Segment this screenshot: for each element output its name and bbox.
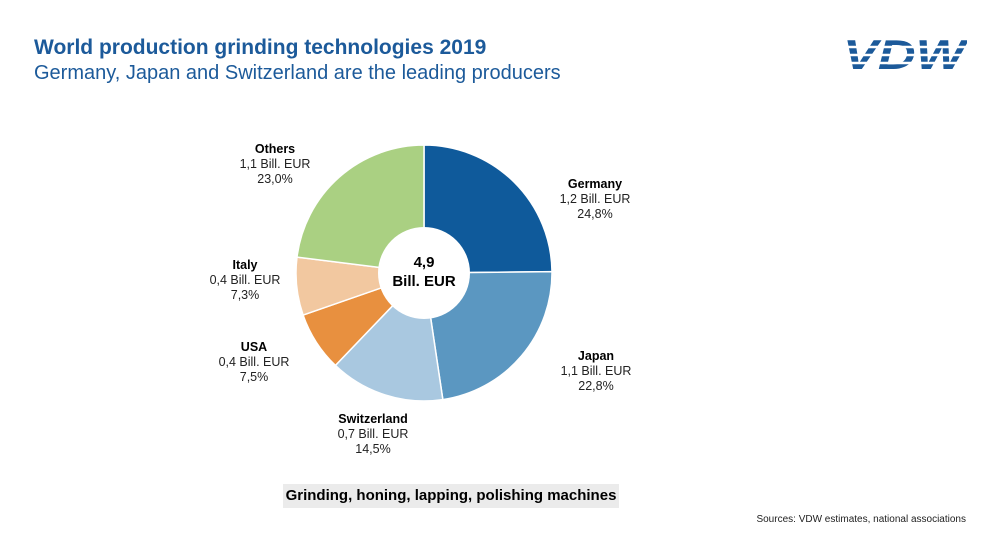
slice-percent: 23,0% [257,172,293,186]
slice-label-japan: Japan 1,1 Bill. EUR 22,8% [526,349,666,394]
slice-label-germany: Germany 1,2 Bill. EUR 24,8% [525,177,665,222]
center-total-label: 4,9 Bill. EUR [374,253,474,291]
slice-amount: 0,4 Bill. EUR [218,355,290,369]
slice-label-others: Others 1,1 Bill. EUR 23,0% [205,142,345,187]
slice-percent: 22,8% [578,379,614,393]
slice-percent: 7,3% [230,288,260,302]
vdw-logo: VDW [842,36,967,72]
chart-caption: Grinding, honing, lapping, polishing mac… [283,484,619,508]
slice-percent: 7,5% [239,370,269,384]
donut-hole [378,227,470,319]
slice-percent: 24,8% [577,207,613,221]
center-total-value: 4,9 [413,254,435,271]
slice-label-switzerland: Switzerland 0,7 Bill. EUR 14,5% [303,412,443,457]
slice-label-italy: Italy 0,4 Bill. EUR 7,3% [175,258,315,303]
slice-name: Others [254,142,296,156]
chart-title: World production grinding technologies 2… [34,36,487,59]
slice-percent: 14,5% [355,442,391,456]
slice-amount: 1,1 Bill. EUR [560,364,632,378]
slice-amount: 0,7 Bill. EUR [337,427,409,441]
slice-name: USA [240,340,268,354]
slice-amount: 1,1 Bill. EUR [239,157,311,171]
source-note: Sources: VDW estimates, national associa… [756,514,966,525]
slice-amount: 1,2 Bill. EUR [559,192,631,206]
slice-name: Germany [567,177,623,191]
slice-amount: 0,4 Bill. EUR [209,273,281,287]
center-total-unit: Bill. EUR [392,273,456,290]
slice-label-usa: USA 0,4 Bill. EUR 7,5% [184,340,324,385]
slice-name: Italy [232,258,258,272]
chart-subtitle: Germany, Japan and Switzerland are the l… [34,62,561,84]
slice-name: Japan [577,349,615,363]
slice-name: Switzerland [338,412,408,426]
